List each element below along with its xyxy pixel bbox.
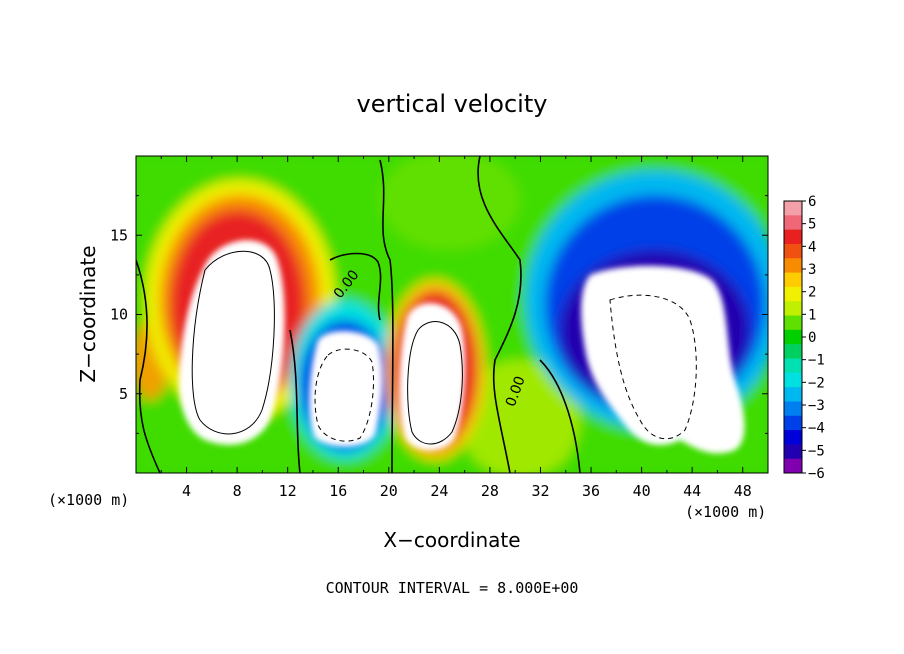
x-tick-label: 48 (734, 482, 752, 500)
colorbar-label: 6 (808, 194, 816, 210)
colorbar-swatch (784, 229, 802, 245)
x-tick-label: 4 (182, 482, 191, 500)
colorbar-swatch (784, 458, 802, 474)
colorbar-label: −4 (808, 421, 825, 437)
colorbar-swatch (784, 344, 802, 359)
x-tick-label: 36 (582, 482, 600, 500)
colorbar-label: −1 (808, 353, 825, 369)
colorbar-swatch (784, 401, 802, 417)
colorbar-swatch (784, 444, 802, 460)
heatmap-field: 0.00 0.00 (136, 156, 768, 473)
colorbar-swatch (784, 329, 802, 345)
colorbar-swatch (784, 215, 802, 231)
chart-title: vertical velocity (357, 90, 548, 118)
colorbar-swatch (784, 372, 802, 388)
x-tick-label: 12 (279, 482, 297, 500)
colorbar-label: 4 (808, 239, 816, 255)
x-tick-label: 16 (329, 482, 347, 500)
colorbar-swatch (784, 415, 802, 431)
contour-interval-note: CONTOUR INTERVAL = 8.000E+00 (326, 579, 579, 597)
x-axis-unit-right: (×1000 m) (685, 503, 766, 521)
colorbar-swatch (784, 315, 802, 331)
colorbar-swatch (784, 358, 802, 374)
colorbar-label: 2 (808, 285, 816, 301)
y-axis: 5 10 15 (110, 195, 768, 434)
x-tick-label: 40 (633, 482, 651, 500)
y-tick-label: 15 (110, 226, 128, 244)
x-axis: 4 8 12 16 20 24 28 32 36 40 44 48 (160, 156, 752, 500)
colorbar (783, 200, 803, 474)
x-tick-label: 20 (380, 482, 398, 500)
colorbar-label: −6 (808, 466, 825, 482)
colorbar-label: 5 (808, 217, 816, 233)
colorbar-label: −3 (808, 398, 825, 414)
colorbar-swatch (784, 387, 802, 402)
colorbar-swatch (784, 430, 802, 445)
colorbar-label: −5 (808, 443, 825, 459)
x-tick-label: 44 (683, 482, 701, 500)
x-tick-label: 24 (430, 482, 448, 500)
x-tick-label: 32 (531, 482, 549, 500)
colorbar-label: 0 (808, 330, 816, 346)
y-axis-label: Z−coordinate (76, 245, 100, 382)
colorbar-labels: 6 5 4 3 2 1 0 −1 −2 −3 −4 −5 −6 (802, 194, 825, 482)
colorbar-swatch (784, 272, 802, 288)
y-tick-label: 10 (110, 306, 128, 324)
x-axis-unit-left: (×1000 m) (48, 491, 129, 509)
colorbar-swatch (784, 201, 802, 216)
x-tick-label: 28 (481, 482, 499, 500)
colorbar-swatch (784, 243, 802, 259)
colorbar-label: 3 (808, 262, 816, 278)
y-tick-label: 5 (119, 385, 128, 403)
colorbar-swatch (784, 258, 802, 274)
colorbar-label: −2 (808, 375, 825, 391)
colorbar-swatch (784, 286, 802, 302)
x-tick-label: 8 (233, 482, 242, 500)
x-axis-label: X−coordinate (383, 528, 520, 552)
colorbar-label: 1 (808, 307, 816, 323)
colorbar-swatch (784, 301, 802, 317)
